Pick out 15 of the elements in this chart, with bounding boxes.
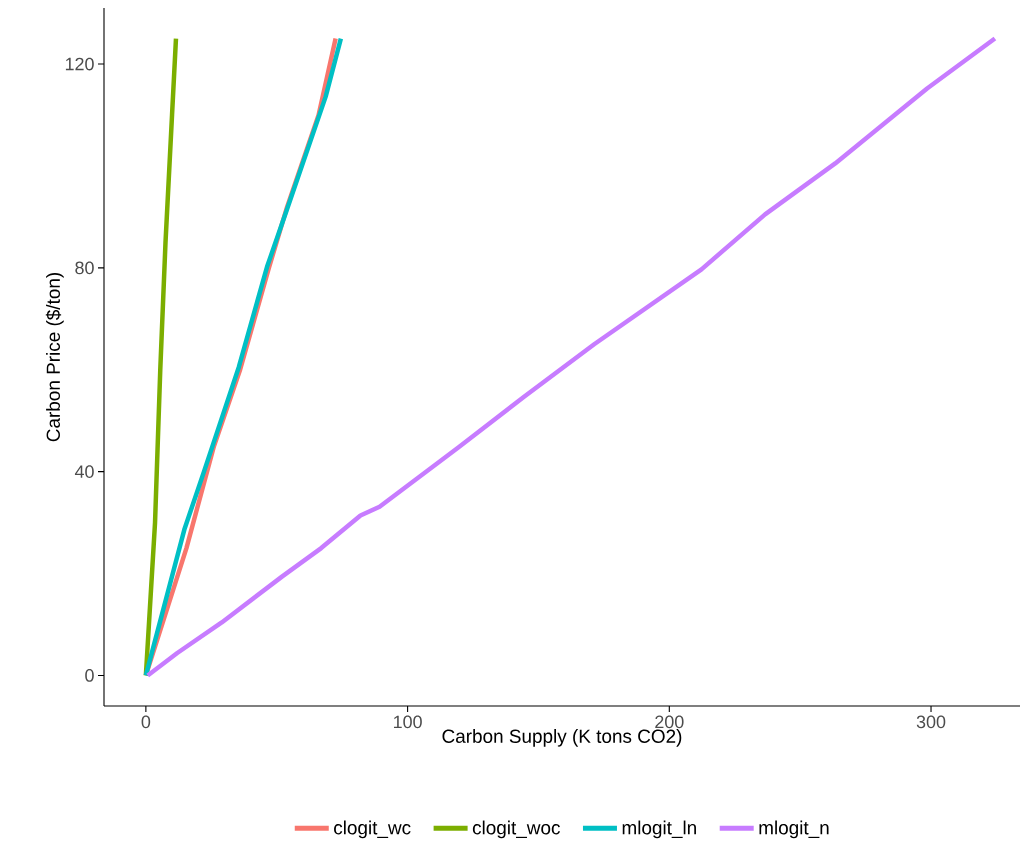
x-tick-label: 100: [393, 715, 422, 729]
x-tick-label: 0: [141, 715, 151, 729]
legend-label: clogit_woc: [472, 820, 560, 839]
y-axis-title: Carbon Price ($/ton): [45, 272, 64, 442]
line-series: [145, 36, 998, 678]
legend-label: clogit_wc: [334, 820, 411, 839]
x-axis-title: Carbon Supply (K tons CO2): [442, 729, 682, 747]
legend-label: mlogit_n: [759, 820, 829, 839]
legend-label: mlogit_ln: [622, 820, 696, 839]
y-tick-label: 120: [65, 57, 94, 71]
y-tick-label: 0: [85, 669, 94, 682]
y-tick-label: 40: [74, 465, 94, 478]
y-tick-label: 80: [75, 261, 94, 275]
x-tick-label: 300: [916, 715, 946, 729]
x-tick-label: 200: [655, 715, 684, 729]
